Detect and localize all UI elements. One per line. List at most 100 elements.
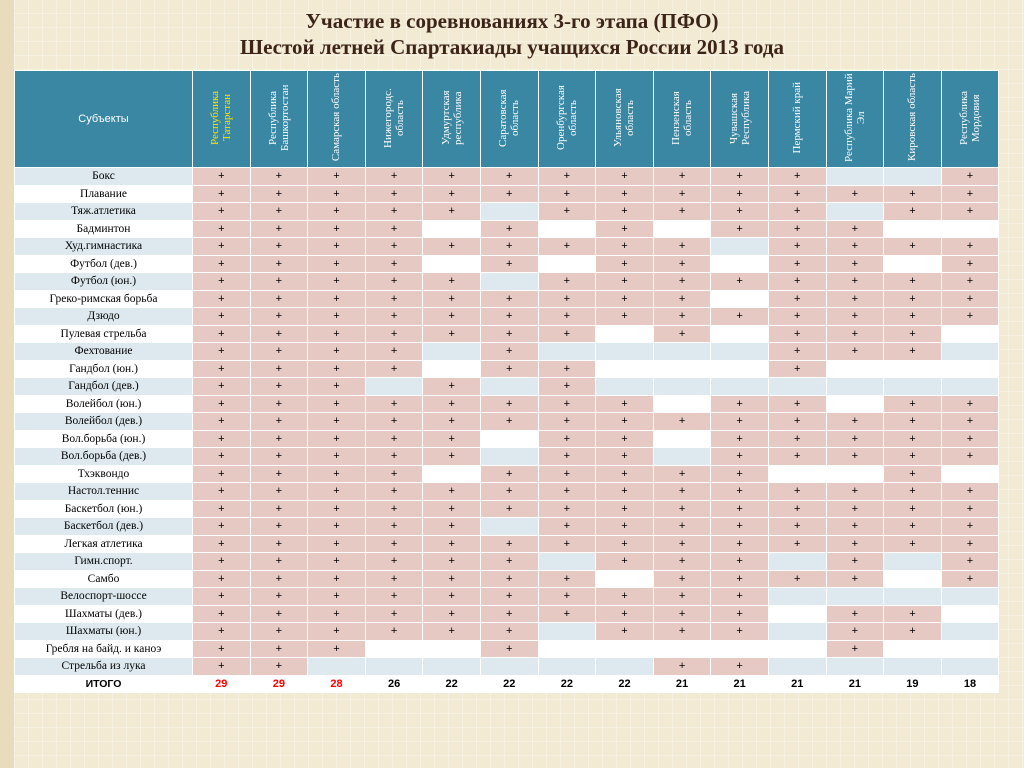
participation-cell: + xyxy=(767,202,827,221)
participation-cell: + xyxy=(479,587,539,606)
participation-cell: + xyxy=(307,325,366,343)
participation-cell: + xyxy=(307,570,366,588)
participation-cell: + xyxy=(883,412,942,431)
participation-cell: + xyxy=(883,500,942,518)
participation-cell: + xyxy=(479,255,539,273)
participation-cell: + xyxy=(249,272,309,291)
participation-cell xyxy=(422,255,481,273)
participation-cell: + xyxy=(364,290,424,308)
participation-cell: + xyxy=(537,412,597,431)
table-row: Велоспорт-шоссе + + + + + + + + + + xyxy=(14,587,1000,606)
participation-cell: + xyxy=(364,237,424,256)
participation-cell: + xyxy=(422,500,481,518)
participation-cell: + xyxy=(767,272,827,291)
participation-cell: + xyxy=(940,570,1000,588)
participation-cell: + xyxy=(595,535,654,553)
participation-cell: + xyxy=(192,587,251,606)
participation-cell: + xyxy=(479,482,539,501)
participation-cell xyxy=(364,377,424,396)
table-row: Настол.теннис + + + + + + + + + + + + + + xyxy=(14,482,1000,501)
participation-cell: + xyxy=(192,255,251,273)
participation-cell: + xyxy=(307,500,366,518)
participation-cell xyxy=(825,587,885,606)
participation-cell: + xyxy=(940,535,1000,553)
sport-name: Легкая атлетика xyxy=(14,535,193,553)
participation-cell xyxy=(479,272,539,291)
participation-cell: + xyxy=(767,395,827,413)
participation-cell: + xyxy=(825,622,885,641)
participation-cell: + xyxy=(883,307,942,326)
region-header: Кировская область xyxy=(883,70,942,168)
participation-cell: + xyxy=(192,430,251,448)
participation-cell: + xyxy=(364,587,424,606)
participation-cell: + xyxy=(652,290,712,308)
table-row: Баскетбол (дев.) + + + + + + + + + + + + + xyxy=(14,517,1000,536)
participation-cell: + xyxy=(364,185,424,203)
participation-cell xyxy=(825,657,885,676)
participation-cell: + xyxy=(307,185,366,203)
participation-cell: + xyxy=(422,552,481,571)
participation-cell: + xyxy=(825,220,885,238)
participation-cell: + xyxy=(249,185,309,203)
sport-name: Настол.теннис xyxy=(14,482,193,501)
participation-cell xyxy=(940,622,1000,641)
table-row: Вол.борьба (дев.) + + + + + + + + + + + + xyxy=(14,447,1000,466)
participation-cell: + xyxy=(422,412,481,431)
sport-name: Плавание xyxy=(14,185,193,203)
participation-cell: + xyxy=(364,465,424,483)
sport-name: Тяж.атлетика xyxy=(14,202,193,221)
table-row: Гандбол (юн.) + + + + + + + xyxy=(14,360,1000,378)
participation-cell: + xyxy=(710,570,769,588)
participation-cell: + xyxy=(940,395,1000,413)
total-value: 26 xyxy=(364,675,424,693)
table-row: Фехтование + + + + + + + + xyxy=(14,342,1000,361)
participation-cell: + xyxy=(710,517,769,536)
participation-cell: + xyxy=(652,412,712,431)
participation-cell: + xyxy=(479,167,539,186)
participation-cell xyxy=(940,360,1000,378)
total-value: 19 xyxy=(883,675,942,693)
participation-cell: + xyxy=(595,587,654,606)
total-value: 29 xyxy=(192,675,251,693)
participation-cell: + xyxy=(652,307,712,326)
participation-cell: + xyxy=(940,412,1000,431)
participation-cell: + xyxy=(537,272,597,291)
participation-cell: + xyxy=(364,570,424,588)
participation-cell: + xyxy=(249,657,309,676)
participation-cell: + xyxy=(422,482,481,501)
region-header-label: Республика Татарстан xyxy=(209,90,234,145)
participation-cell: + xyxy=(652,255,712,273)
title-line-2: Шестой летней Спартакиады учащихся Росси… xyxy=(240,35,784,59)
table-row: Волейбол (дев.) + + + + + + + + + + + + + + xyxy=(14,412,1000,431)
region-header-label: Оренбургская область xyxy=(554,85,579,150)
participation-cell: + xyxy=(364,535,424,553)
participation-cell: + xyxy=(767,482,827,501)
participation-cell xyxy=(883,167,942,186)
participation-cell xyxy=(422,342,481,361)
participation-cell: + xyxy=(595,185,654,203)
total-value: 22 xyxy=(537,675,597,693)
participation-table: Субъекты Республика Татарстан Республика Б… xyxy=(14,70,1000,693)
participation-cell xyxy=(767,377,827,396)
participation-cell: + xyxy=(652,535,712,553)
participation-cell: + xyxy=(940,202,1000,221)
participation-cell: + xyxy=(940,517,1000,536)
participation-cell: + xyxy=(192,377,251,396)
participation-cell: + xyxy=(307,377,366,396)
table-row: Легкая атлетика + + + + + + + + + + + + + + xyxy=(14,535,1000,553)
table-row: Тхэквондо + + + + + + + + + + xyxy=(14,465,1000,483)
participation-cell: + xyxy=(249,465,309,483)
participation-cell: + xyxy=(883,202,942,221)
sport-name: Шахматы (дев.) xyxy=(14,605,193,623)
participation-cell: + xyxy=(595,517,654,536)
participation-cell: + xyxy=(767,430,827,448)
participation-cell: + xyxy=(537,202,597,221)
participation-cell: + xyxy=(479,570,539,588)
participation-cell: + xyxy=(479,412,539,431)
participation-cell: + xyxy=(249,167,309,186)
participation-cell: + xyxy=(710,430,769,448)
participation-cell: + xyxy=(767,535,827,553)
participation-cell xyxy=(767,622,827,641)
participation-cell xyxy=(364,657,424,676)
participation-cell: + xyxy=(307,465,366,483)
